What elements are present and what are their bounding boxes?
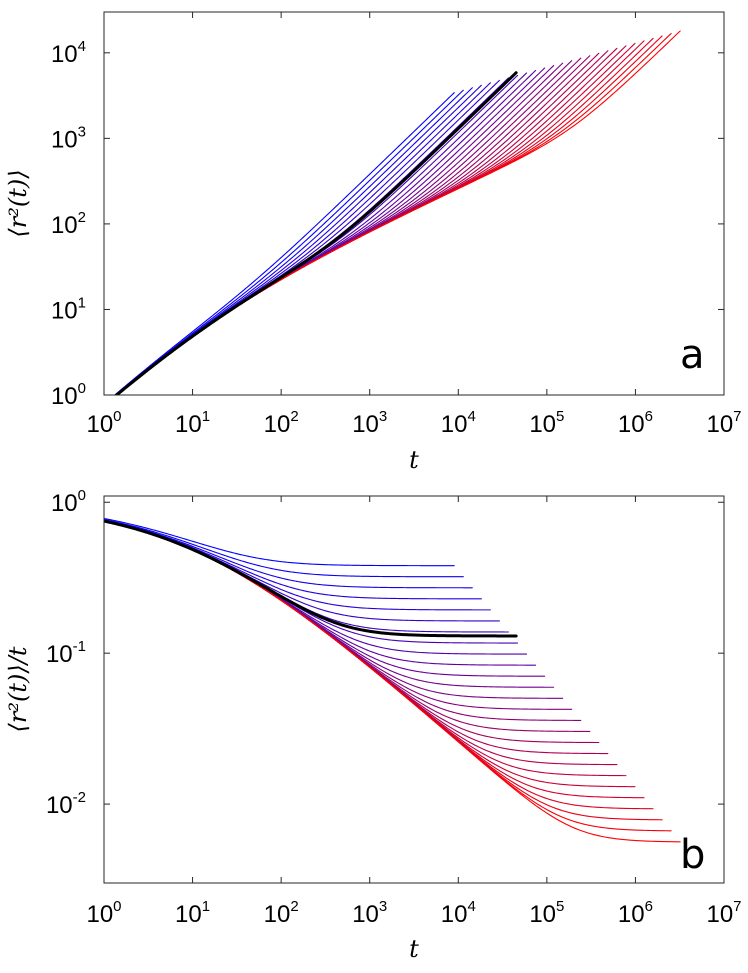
panel-a-y-axis-label: ⟨r²(t)⟩: [4, 169, 32, 237]
panel-b-series-17: [104, 520, 609, 755]
panel-b-series-18: [104, 520, 618, 766]
panel-a-series-18: [115, 47, 618, 395]
panel-b-series-group: [104, 517, 681, 843]
panel-a-x-tick-label-0: 100: [86, 408, 121, 438]
panel-a-series-12: [115, 62, 564, 395]
panel-a-y-tick-label-2: 102: [51, 209, 86, 239]
panel-b-series-20: [104, 520, 636, 788]
panel-a-panel-letter: a: [680, 332, 705, 378]
panel-a-series-20: [115, 42, 636, 395]
panel-b-x-tick-label-1: 101: [175, 898, 210, 928]
panel-b-panel-letter: b: [680, 832, 705, 878]
panel-b-x-tick-label-5: 105: [529, 898, 564, 928]
panel-b-series-2: [104, 519, 473, 589]
panel-a-series-14: [115, 57, 582, 395]
panel-a-axes-frame: [103, 11, 725, 396]
panel-a-y-tick-label-4: 104: [51, 38, 86, 68]
panel-b-x-tick-label-2: 102: [264, 898, 299, 928]
panel-a-chart: 100 101 102 103 104 105 106 107 100 101 102 103 104 t…: [4, 11, 742, 474]
panel-b-series-13: [104, 520, 573, 710]
panel-b-series-21: [104, 520, 645, 799]
panel-a-x-tick-label-3: 103: [352, 408, 387, 438]
panel-a-x-tick-label-5: 105: [529, 408, 564, 438]
panel-b-series-9: [104, 520, 537, 666]
panel-a-series-21: [115, 40, 645, 395]
panel-b-series-highlight: [104, 519, 518, 638]
panel-b-y-axis-label: ⟨r²(t)⟩/t: [4, 646, 32, 732]
panel-b-series-19: [104, 520, 627, 777]
panel-a-y-tick-label-3: 103: [51, 123, 86, 153]
panel-b-x-tick-label-3: 103: [352, 898, 387, 928]
panel-b-axes-frame: [103, 495, 725, 884]
panel-a-series-highlight: [114, 71, 518, 395]
panel-a-y-tick-label-1: 101: [51, 294, 86, 324]
panel-a-x-tick-label-6: 106: [618, 408, 653, 438]
panel-b-x-axis-label: t: [409, 935, 419, 963]
panel-b-series-1: [104, 518, 464, 578]
panel-b-y-tick-label-0: 100: [51, 487, 86, 517]
panel-b-series-14: [104, 520, 582, 721]
panel-a-series-17: [115, 50, 609, 395]
panel-a-x-tick-label-1: 101: [175, 408, 210, 438]
panel-b-chart: 100 101 102 103 104 105 106 107 100 10-1 10-2 t ⟨r²(…: [4, 487, 742, 963]
panel-b-series-12: [104, 520, 564, 699]
panel-b-y-tick-label-2: 10-2: [46, 789, 86, 819]
panel-a-x-tick-label-7: 107: [706, 408, 741, 438]
panel-a-series-0: [113, 92, 455, 395]
panel-b-x-tick-label-6: 106: [618, 898, 653, 928]
panel-a-y-tick-label-0: 100: [51, 380, 86, 410]
panel-a-series-1: [114, 89, 464, 395]
panel-a-x-axis-label: t: [409, 446, 419, 474]
panel-b-series-0: [104, 517, 455, 567]
panel-a-series-group: [113, 30, 681, 395]
panel-b-x-tick-label-7: 107: [706, 898, 741, 928]
panel-a-series-13: [115, 60, 573, 395]
panel-b-x-tick-label-4: 104: [441, 898, 476, 928]
panel-b-y-tick-label-1: 10-1: [46, 638, 86, 668]
panel-b-x-tick-label-0: 100: [86, 898, 121, 928]
panel-a-x-tick-label-4: 104: [441, 408, 476, 438]
panel-a-x-tick-label-2: 102: [264, 408, 299, 438]
